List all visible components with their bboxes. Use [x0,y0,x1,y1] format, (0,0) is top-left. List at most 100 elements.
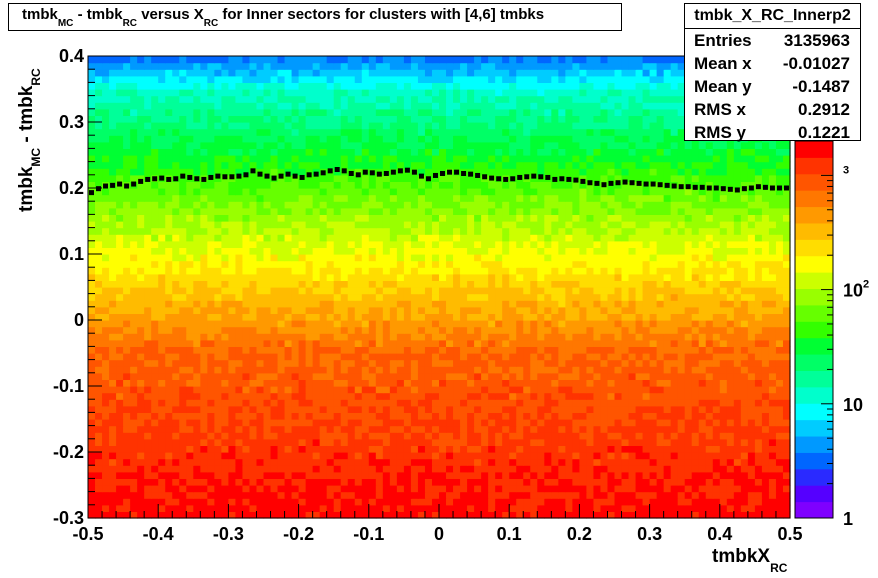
histogram-cell [495,399,503,407]
histogram-cell [340,392,349,400]
histogram-cell [663,221,672,229]
histogram-cell [235,346,244,354]
histogram-cell [467,240,475,248]
histogram-cell [137,346,145,354]
histogram-cell [747,353,756,361]
histogram-cell [747,273,756,281]
histogram-cell [305,504,314,512]
histogram-cell [123,471,131,479]
histogram-cell [389,339,398,347]
histogram-cell [249,372,258,380]
histogram-cell [319,234,328,242]
histogram-cell [593,432,602,440]
histogram-cell [354,207,363,215]
histogram-cell [284,372,293,380]
histogram-cell [782,392,791,400]
histogram-cell [719,412,728,420]
histogram-cell [256,207,265,215]
histogram-cell [551,227,559,235]
histogram-cell [333,379,342,387]
histogram-cell [453,491,461,499]
histogram-cell [221,386,229,394]
histogram-cell [235,419,244,427]
histogram-cell [95,207,103,215]
histogram-cell [698,412,707,420]
histogram-cell [600,207,609,215]
histogram-cell [375,372,384,380]
histogram-cell [298,405,307,413]
histogram-cell [579,471,588,479]
histogram-cell [635,471,644,479]
histogram-cell [572,392,580,400]
histogram-cell [389,412,398,420]
histogram-cell [446,293,454,301]
histogram-cell [151,491,159,499]
histogram-cell [214,333,222,341]
histogram-cell [396,485,405,493]
histogram-cell [172,478,180,486]
histogram-cell [453,247,461,255]
histogram-cell [530,432,538,440]
histogram-cell [593,260,602,268]
histogram-cell [628,359,637,367]
histogram-cell [130,221,138,229]
histogram-cell [200,326,208,334]
histogram-cell [88,306,96,314]
histogram-cell [775,227,784,235]
histogram-cell [263,260,272,268]
histogram-cell [544,280,552,288]
histogram-cell [368,260,377,268]
histogram-cell [537,353,545,361]
histogram-cell [649,498,658,506]
histogram-cell [614,346,623,354]
histogram-cell [719,399,728,407]
histogram-cell [656,240,665,248]
histogram-cell [523,452,531,460]
histogram-cell [656,247,665,255]
histogram-cell [621,359,630,367]
histogram-cell [726,465,735,473]
histogram-cell [312,267,321,275]
histogram-cell [186,412,194,420]
histogram-cell [614,188,623,196]
histogram-cell [621,207,630,215]
histogram-cell [375,379,384,387]
histogram-cell [270,491,279,499]
histogram-cell [270,254,279,262]
histogram-cell [256,280,265,288]
histogram-cell [291,339,300,347]
histogram-cell [228,399,237,407]
histogram-cell [593,452,602,460]
histogram-cell [88,485,96,493]
histogram-cell [389,214,398,222]
histogram-cell [319,353,328,361]
histogram-cell [319,465,328,473]
histogram-cell [768,300,777,308]
histogram-cell [200,254,208,262]
histogram-cell [579,247,588,255]
histogram-cell [516,471,524,479]
histogram-cell [347,458,356,466]
histogram-cell [635,227,644,235]
histogram-cell [530,504,538,512]
histogram-cell [782,366,791,374]
histogram-cell [544,432,552,440]
histogram-cell [151,465,159,473]
histogram-cell [130,234,138,242]
histogram-cell [214,419,222,427]
histogram-cell [698,194,707,202]
histogram-cell [761,287,770,295]
histogram-cell [642,412,651,420]
histogram-cell [305,287,314,295]
histogram-cell [102,188,110,196]
histogram-cell [684,293,693,301]
histogram-cell [270,227,279,235]
histogram-cell [123,485,131,493]
histogram-cell [235,445,244,453]
histogram-cell [354,425,363,433]
histogram-cell [151,432,159,440]
histogram-cell [298,498,307,506]
histogram-cell [123,372,131,380]
histogram-cell [228,267,237,275]
histogram-cell [410,359,419,367]
